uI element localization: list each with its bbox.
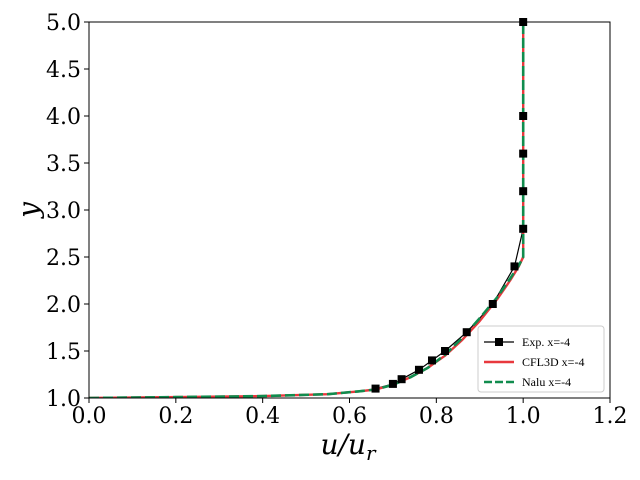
y-tick-label: 5.0 [46, 11, 81, 36]
x-axis-label: u/ur [320, 428, 377, 465]
legend-label-1: CFL3D x=-4 [522, 355, 584, 369]
legend-label-2: Nalu x=-4 [522, 375, 571, 389]
y-tick-label: 2.0 [46, 293, 81, 318]
y-axis-label: y [12, 201, 45, 220]
data-point-marker [519, 112, 528, 120]
y-tick-label: 3.0 [46, 199, 81, 224]
legend: Exp. x=-4 CFL3D x=-4 Nalu x=-4 [477, 325, 605, 393]
x-tick-label: 0.8 [419, 404, 454, 429]
y-tick-label: 3.5 [46, 152, 81, 177]
y-tick-label: 4.5 [46, 58, 81, 83]
y-tick-label: 1.5 [46, 340, 81, 365]
data-point-marker [462, 328, 471, 337]
data-point-marker [427, 356, 436, 365]
y-tick-label: 2.5 [46, 246, 81, 271]
y-axis-ticks: 1.0 1.5 2.0 2.5 3.0 3.5 4.0 4.5 5.0 [46, 11, 89, 412]
data-point-marker [441, 347, 450, 355]
data-point-marker [388, 379, 397, 388]
x-tick-label: 1.2 [593, 404, 628, 429]
x-tick-label: 1.0 [506, 404, 541, 429]
legend-label-0: Exp. x=-4 [522, 335, 570, 349]
x-tick-label: 0.2 [158, 404, 193, 429]
legend-marker-0 [495, 338, 503, 346]
x-axis-label-main: u/u [320, 428, 366, 461]
data-point-marker [519, 187, 528, 196]
data-point-marker [519, 149, 528, 158]
y-tick-label: 4.0 [46, 105, 81, 130]
data-point-marker [414, 365, 423, 374]
data-point-marker [488, 300, 497, 308]
data-point-marker [371, 384, 380, 393]
data-point-marker [397, 375, 406, 384]
x-tick-label: 0.4 [245, 404, 280, 429]
x-axis-label-sub: r [366, 441, 377, 465]
x-axis-ticks: 0.0 0.2 0.4 0.6 0.8 1.0 1.2 [72, 398, 628, 429]
data-point-marker [510, 262, 519, 271]
x-tick-label: 0.0 [72, 404, 107, 429]
marker-layer [371, 18, 528, 393]
y-tick-label: 1.0 [46, 387, 81, 412]
data-point-marker [519, 224, 528, 233]
x-tick-label: 0.6 [332, 404, 367, 429]
